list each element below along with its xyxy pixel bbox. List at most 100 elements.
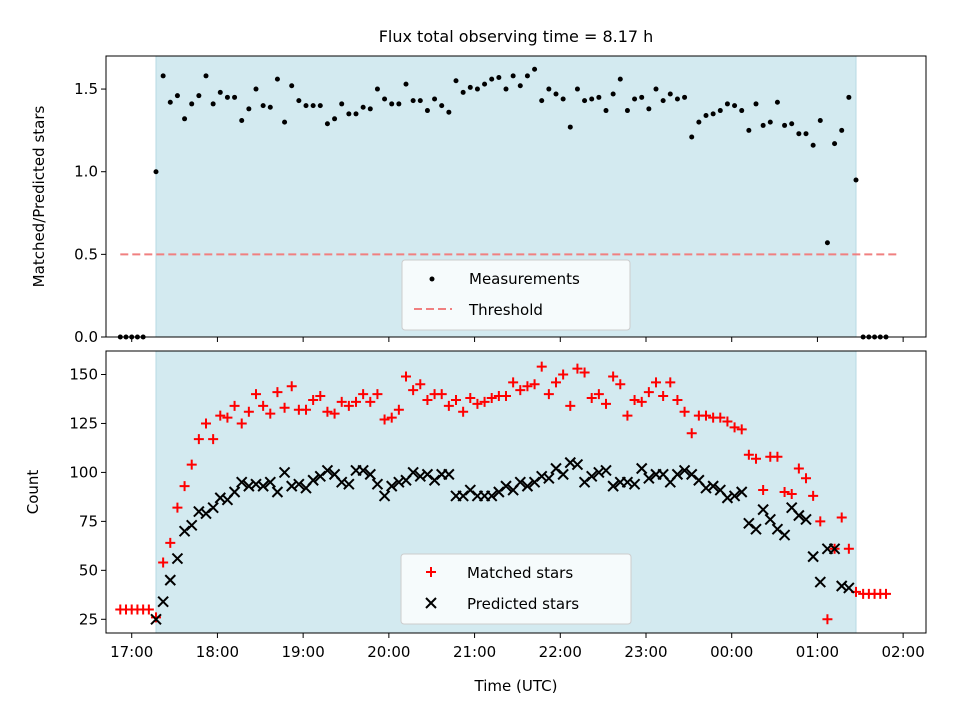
data-point [189, 101, 195, 107]
data-point [803, 131, 809, 137]
x-tick-label: 21:00 [453, 643, 496, 661]
data-point [660, 98, 666, 104]
data-point [646, 106, 652, 112]
data-point [817, 117, 823, 123]
data-point [736, 424, 747, 435]
data-point [696, 119, 702, 125]
x-axis-label: Time (UTC) [474, 677, 558, 695]
data-point [482, 81, 488, 87]
data-point [165, 537, 176, 548]
data-point [774, 99, 780, 105]
data-point [410, 98, 416, 104]
data-point [260, 103, 266, 109]
data-point [196, 93, 202, 99]
x-tick-label: 18:00 [196, 643, 239, 661]
data-point [800, 513, 812, 526]
data-point [639, 94, 645, 100]
data-point [474, 86, 480, 92]
data-point [643, 472, 655, 484]
data-point [567, 124, 573, 130]
series-predicted-stars [150, 456, 855, 625]
data-point [158, 557, 169, 568]
data-point [439, 103, 445, 109]
x-tick-label: 17:00 [110, 643, 153, 661]
data-point [543, 389, 554, 400]
data-point [393, 404, 404, 415]
data-point [710, 111, 716, 117]
data-point [582, 98, 588, 104]
data-point [678, 464, 691, 477]
data-point [424, 108, 430, 114]
data-point [758, 485, 769, 496]
data-point [828, 543, 841, 555]
y-tick-label: 0.5 [74, 245, 98, 263]
data-point [236, 418, 247, 429]
data-point [232, 94, 238, 100]
data-point [389, 101, 395, 107]
legend-marker [425, 597, 437, 609]
data-point [279, 402, 290, 413]
data-point [682, 94, 688, 100]
data-point [651, 377, 661, 388]
data-point [317, 103, 323, 109]
data-point [193, 505, 205, 518]
data-point [807, 550, 819, 563]
data-point [272, 387, 283, 398]
panel-1: 0.0 0.5 1.0 1.5 Matched/Predicted stars Measu… [30, 55, 927, 346]
data-point [658, 391, 669, 402]
legend: Matched stars Predicted stars [400, 553, 632, 625]
data-point [322, 406, 333, 417]
data-point [801, 473, 811, 484]
data-point [824, 240, 830, 246]
data-point [315, 391, 326, 402]
data-point [717, 108, 723, 114]
data-point [601, 398, 611, 409]
data-point [236, 476, 248, 488]
y-axis-label: Matched/Predicted stars [30, 106, 48, 288]
data-point [214, 492, 226, 504]
data-point [593, 466, 605, 479]
data-point [586, 393, 597, 403]
data-point [571, 458, 584, 471]
y-tick-label: 75 [79, 512, 98, 530]
data-point [458, 406, 469, 417]
data-point [367, 106, 373, 112]
data-point [732, 103, 738, 109]
data-point [628, 478, 641, 490]
data-point [265, 408, 276, 419]
data-point [853, 177, 859, 183]
data-point [521, 480, 534, 492]
data-point [246, 106, 252, 112]
data-point [786, 488, 797, 499]
data-point [636, 462, 648, 475]
data-point [589, 96, 595, 102]
data-point [365, 396, 376, 407]
data-point [360, 104, 366, 110]
data-point [253, 86, 259, 92]
data-point [403, 81, 409, 87]
data-point [700, 482, 712, 494]
data-point [636, 396, 647, 407]
data-point [401, 371, 411, 382]
legend-marker [429, 276, 435, 282]
data-point [203, 73, 209, 79]
data-point [632, 96, 638, 102]
data-point [382, 96, 388, 102]
data-point [243, 480, 255, 492]
data-point [739, 108, 745, 114]
data-point [757, 503, 769, 516]
data-point [536, 470, 548, 483]
data-point [143, 604, 154, 615]
data-point [500, 480, 512, 492]
data-point [346, 111, 352, 117]
data-point [514, 476, 526, 488]
data-point [560, 96, 566, 102]
data-point [296, 98, 302, 104]
data-point [229, 400, 240, 411]
data-point [451, 394, 461, 405]
data-point [743, 449, 754, 460]
data-point [164, 574, 176, 586]
data-point [396, 101, 402, 107]
data-point [665, 377, 676, 388]
data-point [814, 576, 826, 588]
